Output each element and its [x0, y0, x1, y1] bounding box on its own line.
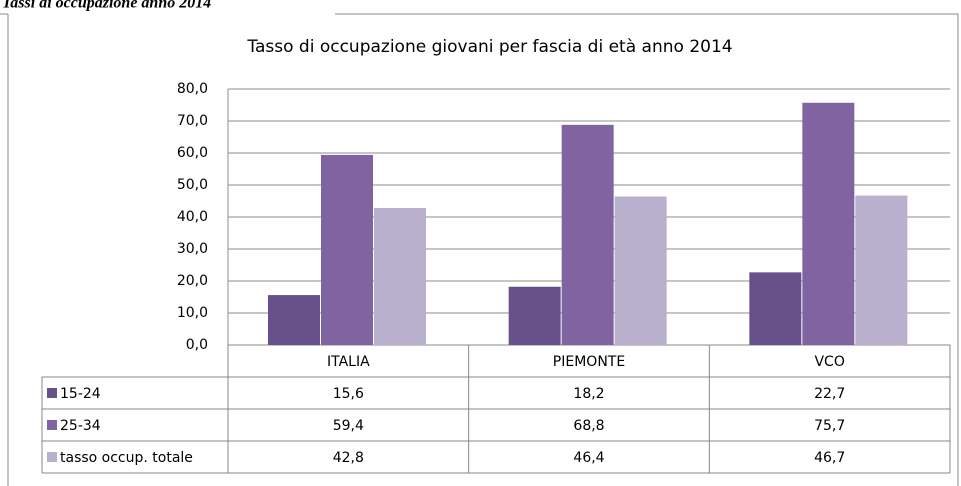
x-tick-label: PIEMONTE	[553, 354, 625, 370]
table-value: 18,2	[573, 386, 604, 402]
table-value: 42,8	[333, 450, 364, 466]
table-value: 15,6	[333, 386, 364, 402]
y-tick-label: 10,0	[177, 305, 208, 321]
y-tick-label: 70,0	[177, 113, 208, 129]
legend-swatch	[47, 388, 57, 398]
table-value: 22,7	[814, 386, 845, 402]
bar	[855, 195, 908, 345]
y-tick-label: 80,0	[177, 81, 208, 97]
table-value: 46,4	[573, 450, 604, 466]
bar	[802, 102, 855, 345]
y-tick-label: 0,0	[186, 337, 208, 353]
bar	[561, 124, 614, 345]
legend-label: 25-34	[60, 418, 101, 434]
table-value: 68,8	[573, 418, 604, 434]
bar	[508, 286, 561, 345]
y-tick-label: 20,0	[177, 273, 208, 289]
y-tick-label: 30,0	[177, 241, 208, 257]
y-tick-label: 60,0	[177, 145, 208, 161]
table-value: 75,7	[814, 418, 845, 434]
table-value: 46,7	[814, 450, 845, 466]
bar	[374, 208, 426, 345]
bar	[749, 272, 802, 345]
chart-border	[0, 13, 959, 486]
x-tick-label: VCO	[814, 354, 844, 370]
legend-label: 15-24	[60, 386, 101, 402]
caption: Tassi di occupazione anno 2014	[2, 0, 211, 12]
y-tick-label: 50,0	[177, 177, 208, 193]
x-tick-label: ITALIA	[327, 354, 370, 370]
table-value: 59,4	[333, 418, 364, 434]
legend-label: tasso occup. totale	[60, 450, 193, 466]
bar	[268, 295, 320, 345]
y-tick-label: 40,0	[177, 209, 208, 225]
bar	[614, 196, 667, 345]
chart-title: Tasso di occupazione giovani per fascia …	[246, 37, 732, 57]
legend-swatch	[47, 420, 57, 430]
bar	[321, 154, 373, 345]
legend-swatch	[47, 452, 57, 462]
